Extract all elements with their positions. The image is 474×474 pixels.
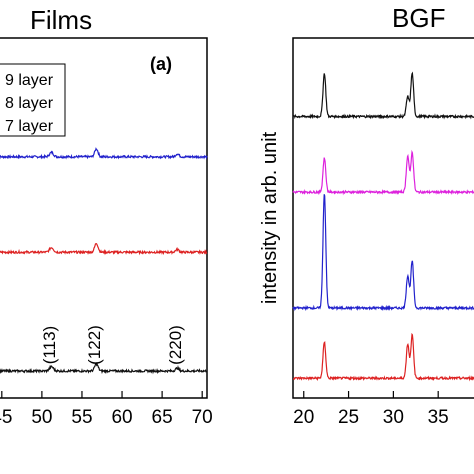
annotation-113: (113) <box>40 326 59 364</box>
films-x-tick-label-5: 70 <box>192 407 213 428</box>
bgf-series-lines <box>292 71 474 382</box>
bgf-x-tick-label-2: 30 <box>383 407 404 428</box>
bgf-y-axis-label: intensity in arb. unit <box>259 131 281 304</box>
films-series-line-0 <box>0 147 208 160</box>
films-x-tick-label-1: 50 <box>31 407 52 428</box>
bgf-x-tick-label-1: 25 <box>338 407 359 428</box>
bgf-x-tick-label-3: 35 <box>428 407 449 428</box>
films-x-tick-label-2: 55 <box>71 407 92 428</box>
films-peak-annotations: (113) (122) (220) <box>40 325 185 365</box>
bgf-title: BGF <box>392 3 445 33</box>
panel-films: Films (a) 9 layer 8 layer 7 layer (113)(… <box>0 5 213 428</box>
films-panel-label: (a) <box>150 54 172 74</box>
films-legend-box <box>0 63 66 137</box>
legend-entry-8-layer: 8 layer <box>5 95 54 112</box>
films-x-tick-label-4: 65 <box>152 407 173 428</box>
films-x-tick-label-0: 45 <box>0 407 12 428</box>
legend-entry-7-layer: 7 layer <box>5 118 54 135</box>
films-plot-frame <box>0 37 208 399</box>
bgf-x-axis: 20 25 30 35 <box>293 391 449 428</box>
films-series-lines <box>0 147 208 375</box>
bgf-series-line-1 <box>292 149 474 196</box>
films-x-tick-label-3: 60 <box>111 407 132 428</box>
panel-bgf: BGF intensity in arb. unit 20 25 30 35 <box>259 3 474 428</box>
legend-entry-9-layer: 9 layer <box>5 72 54 89</box>
annotation-122: (122) <box>85 325 104 365</box>
bgf-series-line-2 <box>292 194 474 312</box>
bgf-series-line-3 <box>293 332 474 382</box>
bgf-plot-frame <box>292 37 474 399</box>
bgf-x-tick-label-0: 20 <box>293 407 314 428</box>
films-series-line-1 <box>0 243 208 256</box>
films-legend: 9 layer 8 layer 7 layer <box>0 63 66 137</box>
films-x-axis: 45 50 55 60 65 70 <box>0 391 213 428</box>
films-series-line-2 <box>0 361 208 375</box>
films-title: Films <box>30 5 92 35</box>
annotation-220: (220) <box>166 325 185 365</box>
bgf-series-line-0 <box>292 71 474 120</box>
